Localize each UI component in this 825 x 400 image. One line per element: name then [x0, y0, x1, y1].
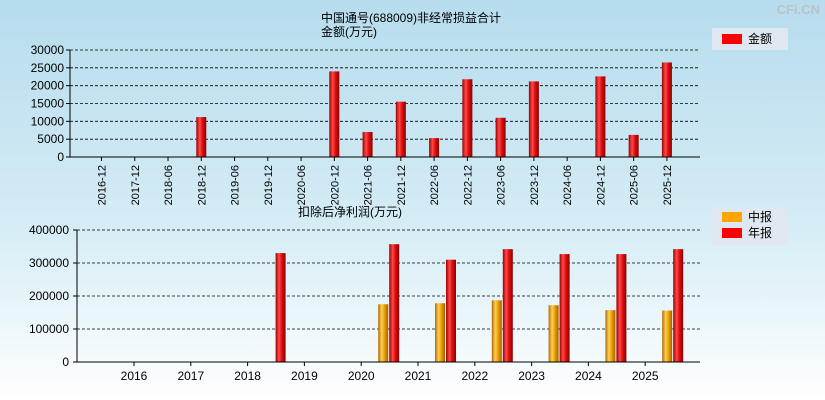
chart1-x-tick-label: 2025-12: [662, 165, 674, 205]
chart2-x-tick-label: 2016: [121, 369, 148, 383]
chart2-x-tick-label: 2025: [632, 369, 659, 383]
chart2-legend: 中报 年报: [712, 207, 788, 245]
chart2-title: 扣除后净利润(万元): [298, 204, 402, 219]
chart2-y-tick-label: 100000: [29, 322, 69, 336]
chart1-axes: [66, 49, 700, 161]
chart2-bar-annual-2022: [502, 249, 513, 362]
chart1-x-tick-label: 2019-12: [263, 165, 275, 205]
chart1-bar-2023-06: [495, 117, 506, 157]
chart1-bar-2022-12: [462, 79, 473, 157]
chart2-bar-annual-2025: [673, 249, 684, 362]
chart1-x-tick-label: 2025-06: [629, 165, 641, 205]
chart2-x-tick-label: 2023: [518, 369, 545, 383]
chart1-ylabel: 金额(万元): [321, 24, 377, 39]
chart1-bar-2020-12: [329, 71, 340, 157]
chart1-y-tick-label: 5000: [37, 132, 64, 146]
chart2-bars: [275, 244, 684, 362]
chart1-bar-2024-12: [595, 76, 606, 157]
chart1-legend-label: 金额: [748, 31, 772, 46]
chart1-x-tick-label: 2019-06: [230, 165, 242, 205]
chart2-axes: [73, 229, 700, 366]
chart1-y-tick-label: 0: [57, 150, 64, 164]
chart1-x-tick-label: 2018-12: [196, 165, 208, 205]
chart2-y-tick-labels: 0 100000 200000 300000 400000: [29, 223, 69, 369]
chart2-bar-interim-2020: [378, 304, 389, 362]
chart2-bar-annual-2018: [275, 253, 286, 362]
chart2-gridlines: [77, 229, 700, 330]
chart2-x-tick-label: 2019: [291, 369, 318, 383]
chart1-x-tick-labels: 2016-12 2017-12 2018-06 2018-12 2019-06 2019-…: [97, 165, 674, 205]
chart1-y-tick-labels: 0 5000 10000 15000 20000 25000 30000: [31, 43, 65, 164]
chart1-x-tick-label: 2024-06: [562, 165, 574, 205]
chart1-bar-2025-12: [661, 62, 672, 157]
chart1-x-tick-label: 2021-06: [363, 165, 375, 205]
chart1-gridlines: [70, 49, 700, 140]
watermark: CFi.CN: [777, 2, 820, 17]
chart1-x-tick-label: 2018-06: [163, 165, 175, 205]
chart1-x-tick-label: 2020-06: [296, 165, 308, 205]
chart1-y-tick-label: 15000: [31, 97, 65, 111]
chart1-x-tick-label: 2022-06: [429, 165, 441, 205]
chart-net-profit: 扣除后净利润(万元) 0 100000 200000 300000 400000 201…: [29, 204, 788, 383]
chart1-legend-swatch: [722, 34, 742, 44]
chart1-x-tick-label: 2021-12: [396, 165, 408, 205]
chart2-legend-swatch-interim: [722, 212, 742, 222]
chart2-y-tick-label: 300000: [29, 256, 69, 270]
chart1-title: 中国通号(688009)非经常损益合计: [321, 10, 501, 25]
chart1-x-tick-label: 2023-12: [529, 165, 541, 205]
chart2-bar-annual-2023: [559, 254, 570, 362]
chart1-y-tick-label: 20000: [31, 79, 65, 93]
chart1-bar-2018-12: [196, 117, 207, 157]
chart1-legend: 金额: [712, 28, 788, 50]
chart2-legend-label-interim: 中报: [748, 209, 772, 224]
chart2-y-tick-label: 200000: [29, 289, 69, 303]
chart2-legend-label-annual: 年报: [748, 225, 772, 240]
chart1-x-tick-label: 2017-12: [130, 165, 142, 205]
chart2-x-tick-labels: 2016 2017 2018 2019 2020 2021 2022 2023 2024 2025: [121, 369, 659, 383]
chart1-y-tick-label: 30000: [31, 43, 65, 57]
chart1-legend-box: [712, 28, 788, 50]
chart1-bar-2021-12: [395, 101, 406, 157]
chart2-bar-annual-2024: [616, 254, 627, 362]
chart2-x-tick-label: 2022: [461, 369, 488, 383]
chart2-bar-interim-2025: [662, 310, 673, 362]
chart2-bar-annual-2021: [446, 259, 456, 362]
chart2-bar-interim-2024: [605, 310, 616, 362]
chart2-x-tick-label: 2017: [177, 369, 204, 383]
chart2-y-tick-label: 400000: [29, 223, 69, 237]
chart1-x-tick-label: 2022-12: [462, 165, 474, 205]
chart2-x-tick-label: 2018: [234, 369, 261, 383]
chart-nonrecurring: 中国通号(688009)非经常损益合计 金额(万元) 0 5000 10000 150…: [31, 10, 788, 205]
chart2-bar-interim-2021: [435, 303, 445, 362]
chart1-bar-2022-06: [429, 138, 440, 157]
chart2-bar-interim-2022: [491, 300, 502, 362]
chart2-x-tick-label: 2024: [575, 369, 602, 383]
chart1-bar-2023-12: [528, 81, 539, 157]
chart1-x-tick-label: 2020-12: [329, 165, 341, 205]
chart1-y-tick-label: 25000: [31, 61, 65, 75]
chart1-x-tick-label: 2016-12: [97, 165, 109, 205]
chart1-x-tick-label: 2023-06: [496, 165, 508, 205]
chart1-x-tick-label: 2024-12: [595, 165, 607, 205]
chart2-x-tick-label: 2021: [405, 369, 432, 383]
chart2-bar-annual-2020: [389, 244, 400, 362]
chart2-y-tick-label: 0: [62, 355, 69, 369]
chart2-bar-interim-2023: [548, 305, 559, 362]
chart1-bar-2021-06: [362, 132, 373, 157]
chart1-y-tick-label: 10000: [31, 114, 65, 128]
chart2-legend-swatch-annual: [722, 228, 742, 238]
chart1-bars: [196, 62, 672, 157]
chart1-bar-2025-06: [628, 134, 639, 157]
chart2-x-tick-label: 2020: [348, 369, 375, 383]
